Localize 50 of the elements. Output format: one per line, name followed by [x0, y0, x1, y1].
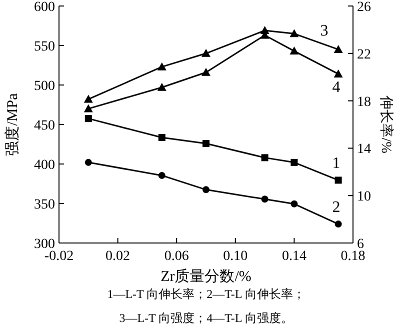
- x-tick-label: 0.10: [223, 249, 248, 264]
- y-tick-label: 400: [34, 158, 55, 173]
- point: [290, 29, 299, 38]
- point: [202, 48, 210, 57]
- point: [290, 200, 298, 208]
- x-tick-label: 0.14: [282, 249, 306, 264]
- y-tick-label: 550: [34, 40, 55, 54]
- point: [202, 140, 210, 147]
- y-tick-label: 450: [34, 118, 55, 134]
- point: [84, 115, 92, 122]
- point: [334, 176, 342, 184]
- x-tick-label: 0.18: [340, 249, 366, 264]
- x-tick-label: 0.02: [106, 249, 130, 264]
- text: 3—L-T 向强度；4—T-L 向强度。: [119, 311, 293, 325]
- point: [158, 172, 166, 179]
- y-tick-label: 600: [34, 0, 55, 15]
- point: [334, 69, 343, 78]
- y2-tick-label: 14: [357, 142, 371, 158]
- x-tick-label: 0.06: [164, 249, 189, 264]
- point: [84, 94, 93, 103]
- y-axis-title: 强度/MPa: [4, 92, 21, 156]
- point: [157, 82, 166, 91]
- point: [202, 68, 210, 76]
- point: [261, 154, 268, 162]
- point: [157, 62, 166, 70]
- series-label: 3: [320, 22, 328, 40]
- y-tick-label: 500: [34, 79, 55, 94]
- series-label: 4: [332, 78, 340, 96]
- y2-tick-label: 26: [357, 0, 371, 15]
- y-tick-label: 300: [34, 237, 55, 252]
- series-label: 2: [332, 199, 340, 216]
- text: 1—L-T 向伸长率；2—T-L 向伸长率；: [107, 287, 305, 301]
- point: [290, 46, 299, 55]
- point: [334, 44, 343, 53]
- y2-tick-label: 22: [357, 47, 371, 62]
- y2-tick-label: 18: [357, 94, 371, 110]
- series-label: 1: [332, 155, 340, 172]
- y2-tick-label: 10: [357, 190, 371, 205]
- point: [202, 186, 210, 194]
- point: [158, 134, 166, 142]
- y2-axis-title: 伸长率/%: [378, 94, 394, 154]
- x-axis-title: Zr质量分数/%: [160, 268, 252, 285]
- y2-tick-label: 6: [357, 237, 364, 252]
- point: [334, 220, 342, 228]
- point: [84, 104, 93, 112]
- y-tick-label: 350: [34, 198, 55, 212]
- point: [261, 196, 268, 203]
- point: [290, 158, 298, 166]
- x-tick-label: -0.02: [44, 249, 74, 264]
- point: [84, 158, 92, 166]
